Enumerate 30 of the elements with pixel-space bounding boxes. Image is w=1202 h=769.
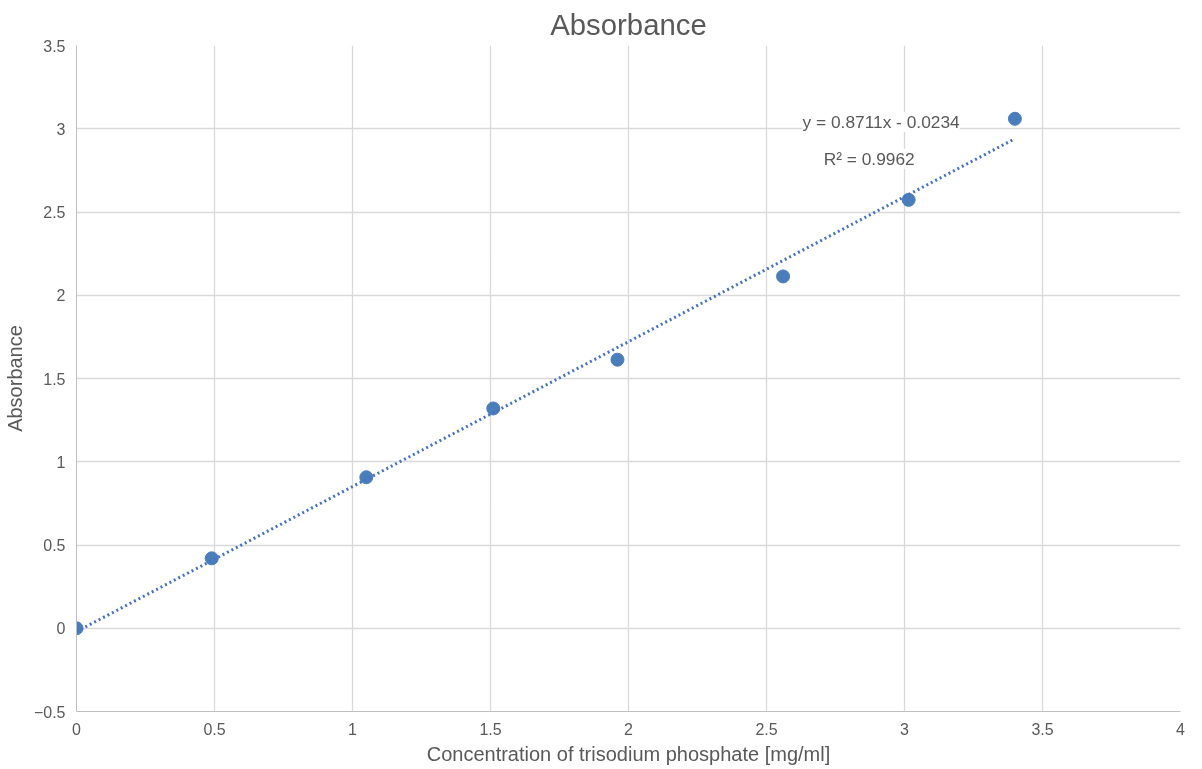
- annotation: y = 0.8711x - 0.0234: [802, 112, 961, 133]
- point: [776, 269, 791, 284]
- point: [359, 470, 374, 485]
- chart-title: Absorbance: [550, 7, 707, 41]
- y-tick-label: 1: [56, 453, 66, 471]
- x-tick-label: 1.5: [479, 720, 502, 738]
- point: [610, 352, 625, 367]
- y-tick-label: −0.5: [33, 703, 66, 721]
- x-tick-label: 2.5: [755, 720, 778, 738]
- point: [901, 192, 916, 207]
- x-tick-label: 2: [624, 720, 634, 738]
- point: [486, 401, 501, 416]
- annotation: R² = 0.9962: [823, 148, 915, 169]
- x-tick-label: 0: [72, 720, 82, 738]
- x-tick-label: 3.5: [1031, 720, 1054, 738]
- y-axis-title: Absorbance: [3, 325, 26, 432]
- point: [1007, 111, 1022, 126]
- y-tick-label: 0.5: [43, 537, 66, 554]
- y-tick-label: 3: [56, 120, 66, 138]
- x-tick-label: 1: [348, 720, 358, 738]
- y-tick-label: 3.5: [43, 37, 66, 55]
- x-tick-label: 4: [1176, 720, 1186, 738]
- point: [204, 551, 219, 566]
- x-axis-title: Concentration of trisodium phosphate [mg/ml]: [426, 742, 831, 765]
- x-tick-label: 0.5: [203, 720, 226, 738]
- y-tick-label: 0: [56, 620, 66, 638]
- y-tick-label: 1.5: [43, 370, 66, 388]
- y-tick-label: 2: [56, 287, 66, 305]
- y-tick-label: 2.5: [43, 204, 66, 221]
- x-tick-label: 3: [900, 720, 910, 738]
